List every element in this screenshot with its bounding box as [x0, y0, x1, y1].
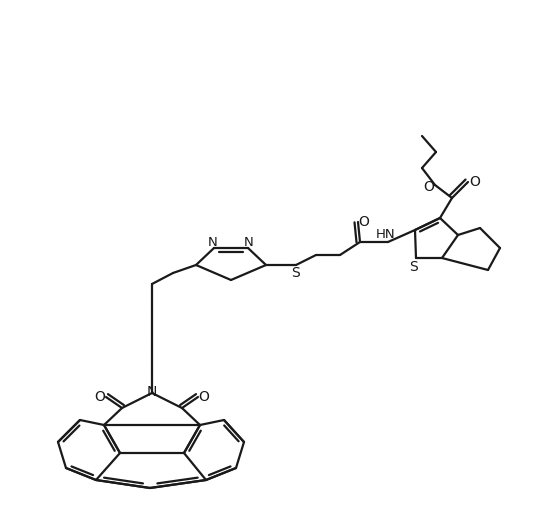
Text: N: N: [244, 237, 254, 249]
Text: O: O: [199, 390, 209, 404]
Text: HN: HN: [376, 228, 396, 241]
Text: N: N: [208, 237, 218, 249]
Text: O: O: [358, 215, 370, 229]
Text: S: S: [409, 260, 419, 274]
Text: S: S: [292, 266, 300, 280]
Text: O: O: [470, 175, 480, 189]
Text: O: O: [95, 390, 105, 404]
Text: N: N: [147, 385, 157, 399]
Text: O: O: [423, 180, 435, 194]
